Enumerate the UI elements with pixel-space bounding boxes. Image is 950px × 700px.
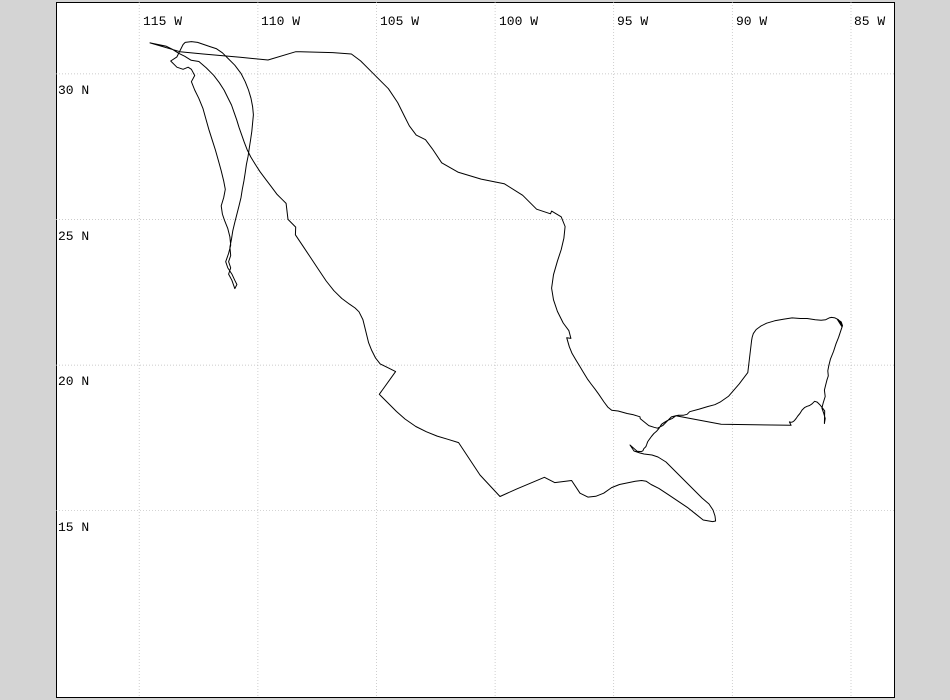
svg-text:90 W: 90 W	[736, 14, 767, 29]
svg-text:30 N: 30 N	[58, 83, 89, 98]
svg-text:15 N: 15 N	[58, 520, 89, 535]
svg-text:115 W: 115 W	[143, 14, 182, 29]
svg-text:95 W: 95 W	[617, 14, 648, 29]
svg-text:25 N: 25 N	[58, 229, 89, 244]
svg-text:20 N: 20 N	[58, 374, 89, 389]
svg-text:100 W: 100 W	[499, 14, 538, 29]
svg-text:105 W: 105 W	[380, 14, 419, 29]
svg-text:110 W: 110 W	[261, 14, 300, 29]
svg-text:85 W: 85 W	[854, 14, 885, 29]
